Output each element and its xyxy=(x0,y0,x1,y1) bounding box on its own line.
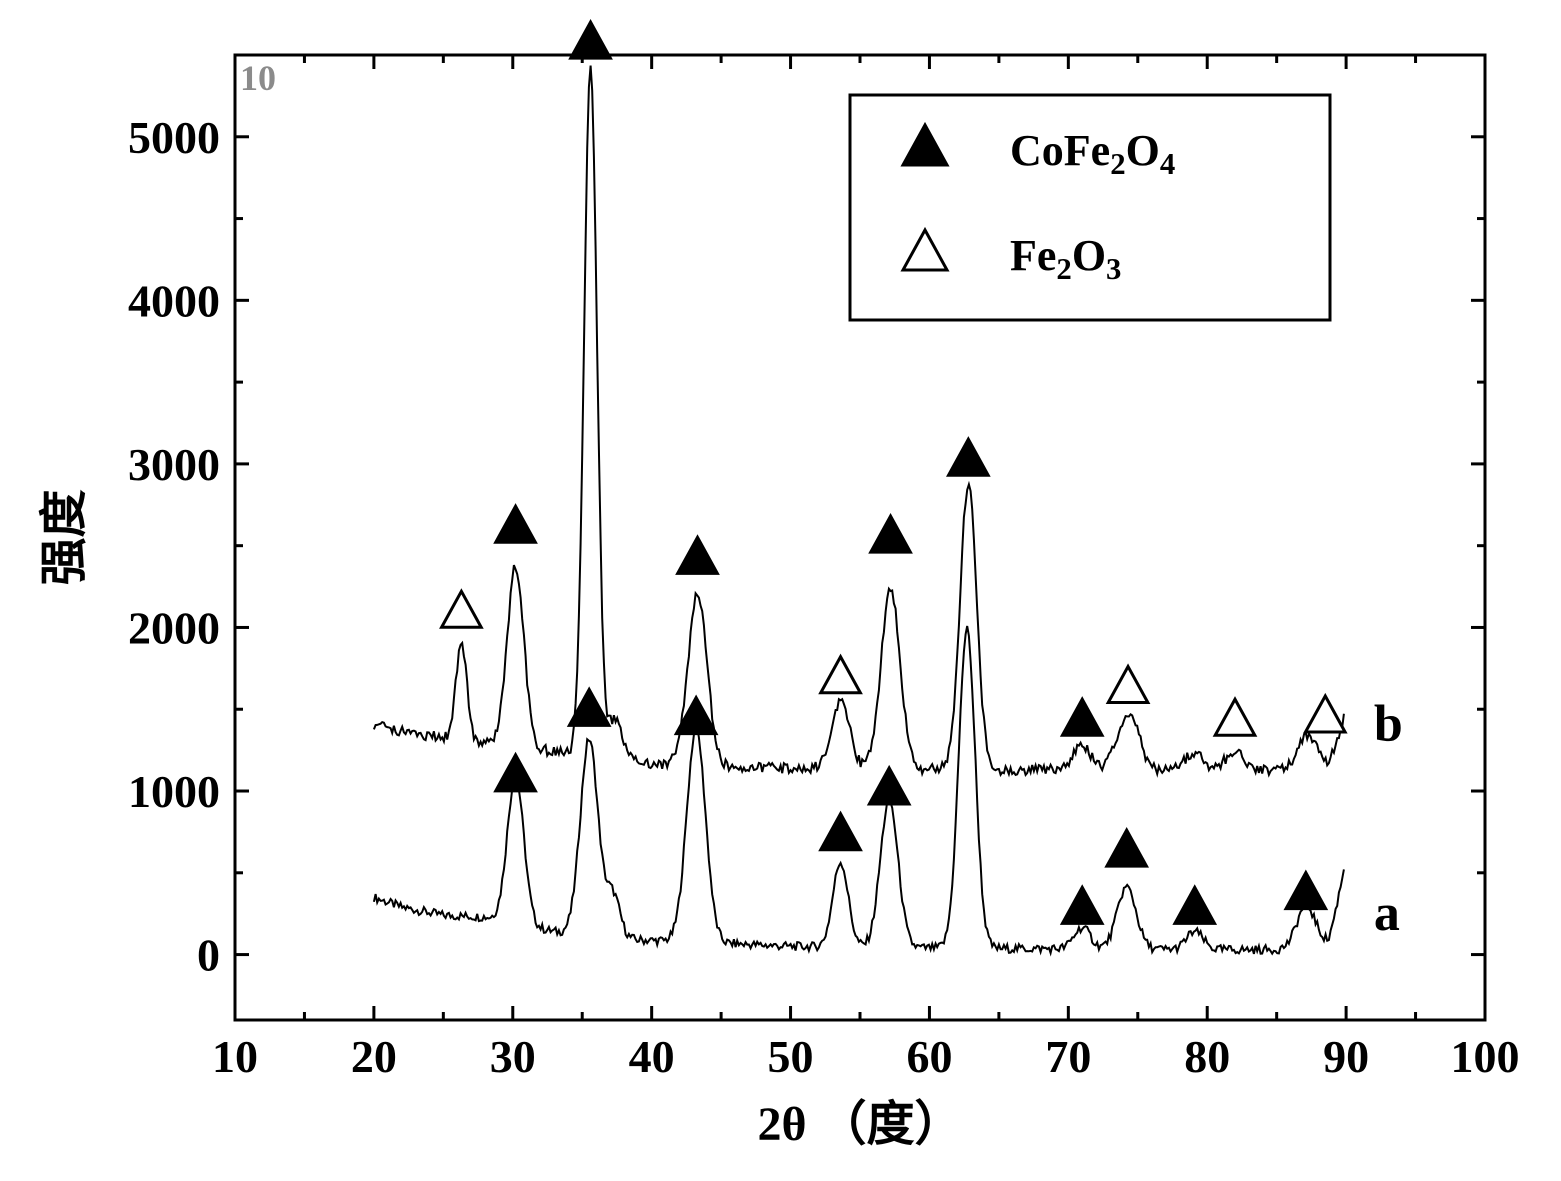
trace-label-b: b xyxy=(1374,695,1403,752)
y-tick-label: 4000 xyxy=(128,275,220,326)
x-tick-label: 70 xyxy=(1045,1031,1091,1082)
x-tick-label: 60 xyxy=(906,1031,952,1082)
y-tick-label: 1000 xyxy=(128,766,220,817)
y-tick-label: 3000 xyxy=(128,439,220,490)
top-left-number: 10 xyxy=(240,58,276,98)
y-tick-label: 5000 xyxy=(128,112,220,163)
y-tick-label: 0 xyxy=(197,930,220,981)
y-tick-label: 2000 xyxy=(128,602,220,653)
x-tick-label: 90 xyxy=(1323,1031,1369,1082)
x-tick-label: 30 xyxy=(490,1031,536,1082)
x-tick-label: 100 xyxy=(1451,1031,1520,1082)
trace-label-a: a xyxy=(1374,885,1400,942)
legend-label: CoFe2O4 xyxy=(1010,126,1175,181)
x-tick-label: 10 xyxy=(212,1031,258,1082)
x-tick-label: 50 xyxy=(768,1031,814,1082)
y-axis-label: 强度 xyxy=(38,489,91,585)
xrd-chart: 1020304050607080901000100020003000400050… xyxy=(0,0,1561,1181)
x-tick-label: 40 xyxy=(629,1031,675,1082)
x-axis-label: 2θ （度） xyxy=(757,1098,962,1151)
x-tick-label: 80 xyxy=(1184,1031,1230,1082)
x-tick-label: 20 xyxy=(351,1031,397,1082)
